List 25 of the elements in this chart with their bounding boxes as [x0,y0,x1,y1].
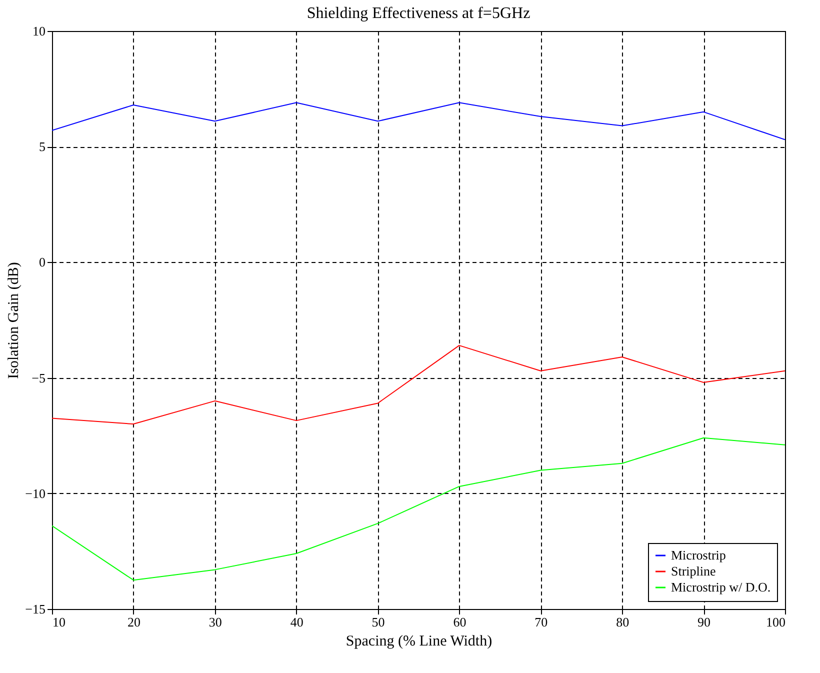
y-tick-label: 5 [39,139,46,154]
legend-label: Microstrip w/ D.O. [671,580,771,594]
y-tick-label: −15 [25,602,46,616]
x-tick-label: 30 [208,614,222,630]
legend-label: Stripline [671,564,716,578]
line-series [52,344,785,425]
line-series [52,102,785,140]
x-tick-label: 100 [766,614,786,630]
y-tick-label: −5 [32,370,46,386]
x-tick-label: 50 [372,614,385,630]
legend-label: Microstrip [671,548,726,562]
chart-title: Shielding Effectiveness at f=5GHz [306,5,530,22]
y-tick-label: 10 [32,24,46,38]
line-series [52,437,785,581]
x-tick-label: 10 [52,614,66,630]
x-tick-label: 70 [534,614,548,630]
x-tick-label: 90 [698,614,711,630]
y-tick-label: −10 [25,486,46,501]
x-tick-label: 20 [127,614,140,630]
x-tick-label: 40 [290,614,304,630]
x-axis-title: Spacing (% Line Width) [346,634,492,650]
y-tick-label: 0 [39,254,46,270]
y-axis-title: Isolation Gain (dB) [6,262,22,379]
x-tick-label: 60 [453,614,466,630]
x-tick-label: 80 [616,614,630,630]
